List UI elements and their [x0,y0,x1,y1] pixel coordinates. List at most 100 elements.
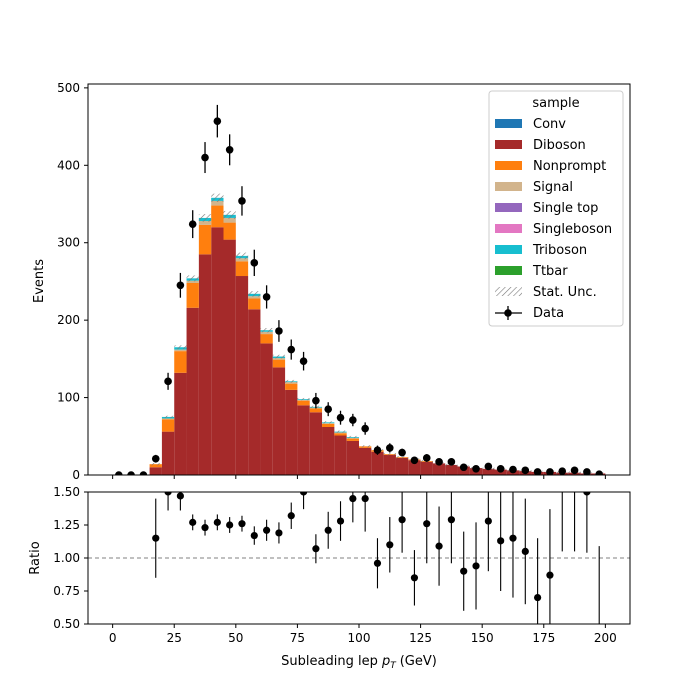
bar-diboson [235,276,249,475]
bar-signal [260,331,273,335]
legend-swatch [495,140,522,149]
stat-unc-band [272,354,286,359]
data-point [312,396,320,405]
ratio-point [546,571,554,579]
data-point [509,465,517,474]
ratio-point [435,542,443,550]
y-tick-label: 0 [72,468,80,482]
stat-unc-band [186,275,199,282]
legend-label: Ttbar [532,264,568,279]
data-point [250,259,259,267]
data-point [114,471,123,475]
stat-unc-band [149,462,162,466]
data-point [287,345,296,354]
ratio-point [201,524,209,532]
ratio-point [275,529,283,537]
ratio-point [472,562,480,570]
data-point [336,413,345,422]
bar-diboson [272,367,286,475]
stat-unc-band [322,421,335,424]
bar-nonprompt [198,224,212,255]
x-tick-label: 100 [348,631,371,645]
ratio-y-tick-label: 0.50 [53,617,80,631]
legend-label: Diboson [533,138,586,153]
bar-nonprompt [260,334,273,344]
stat-unc-band [334,430,347,433]
ratio-y-tick-label: 0.75 [53,584,80,598]
bar-signal [161,418,175,420]
data-point [139,471,148,475]
ratio-point [238,520,246,528]
x-tick-label: 0 [109,631,117,645]
x-axis-label-text: Subleading lep [281,654,378,669]
ratio-point [361,495,369,503]
ratio-point [509,534,517,542]
legend-label: Conv [533,117,566,132]
bar-diboson [297,405,310,475]
ratio-point [423,520,431,528]
bar-nonprompt [161,419,175,432]
ratio-point [484,517,492,525]
stat-unc-band [359,445,372,448]
ratio-point [447,516,455,524]
bar-signal [186,280,199,283]
ratio-point [287,512,295,520]
x-axis-label-unit: (GeV) [400,654,437,669]
bar-nonprompt [309,408,323,413]
x-tick-label: 150 [471,631,494,645]
data-point [521,466,530,475]
bar-signal [174,349,187,352]
legend-swatch [495,266,522,275]
data-point [410,456,419,465]
data-point [201,153,209,162]
data-point [361,424,369,433]
legend-swatch [495,245,522,254]
bar-nonprompt [248,298,261,310]
bar-nonprompt [174,351,187,373]
legend-swatch [495,182,522,191]
bar-diboson [211,227,224,475]
bar-nonprompt [186,282,199,308]
stat-unc-band [383,452,396,456]
bar-diboson [322,426,335,475]
y-tick-label: 100 [57,391,80,405]
y-tick-label: 200 [57,313,80,327]
legend-label: Stat. Unc. [533,285,597,300]
bar-signal [198,221,212,225]
bar-diboson [346,440,359,475]
bar-diboson [174,372,187,475]
data-point [595,470,604,475]
top-y-axis-label: Events [32,259,47,303]
stat-unc-band [174,345,187,350]
ratio-point [312,545,320,553]
bar-diboson [432,463,446,475]
data-point [188,220,197,228]
ratio-point [164,492,172,496]
bar-diboson [223,239,236,475]
x-tick-label: 50 [228,631,243,645]
stat-unc-band [235,252,249,260]
legend-swatch [495,224,522,233]
stat-unc-band [346,435,359,439]
bar-signal [211,200,224,206]
ratio-point [213,518,221,526]
bar-diboson [334,435,347,475]
data-point [275,327,283,335]
ratio-point [176,492,184,500]
main-plot-area [114,104,606,475]
main-plot-panel: 0 100 200 300 400 500 [57,81,631,482]
ratio-point [497,537,505,545]
bar-diboson [260,343,273,475]
legend-label: Nonprompt [533,159,606,174]
stat-unc-band [223,210,236,219]
ratio-point [410,574,419,582]
ratio-plot-area [88,492,630,624]
stat-unc-band [211,193,224,202]
ratio-point [521,547,529,556]
bar-diboson [149,467,162,475]
bar-signal [235,258,249,262]
x-axis-label: Subleading lep pT (GeV) [281,654,437,671]
stat-unc-band [285,379,298,383]
data-point [435,458,443,466]
ratio-point [263,526,271,534]
